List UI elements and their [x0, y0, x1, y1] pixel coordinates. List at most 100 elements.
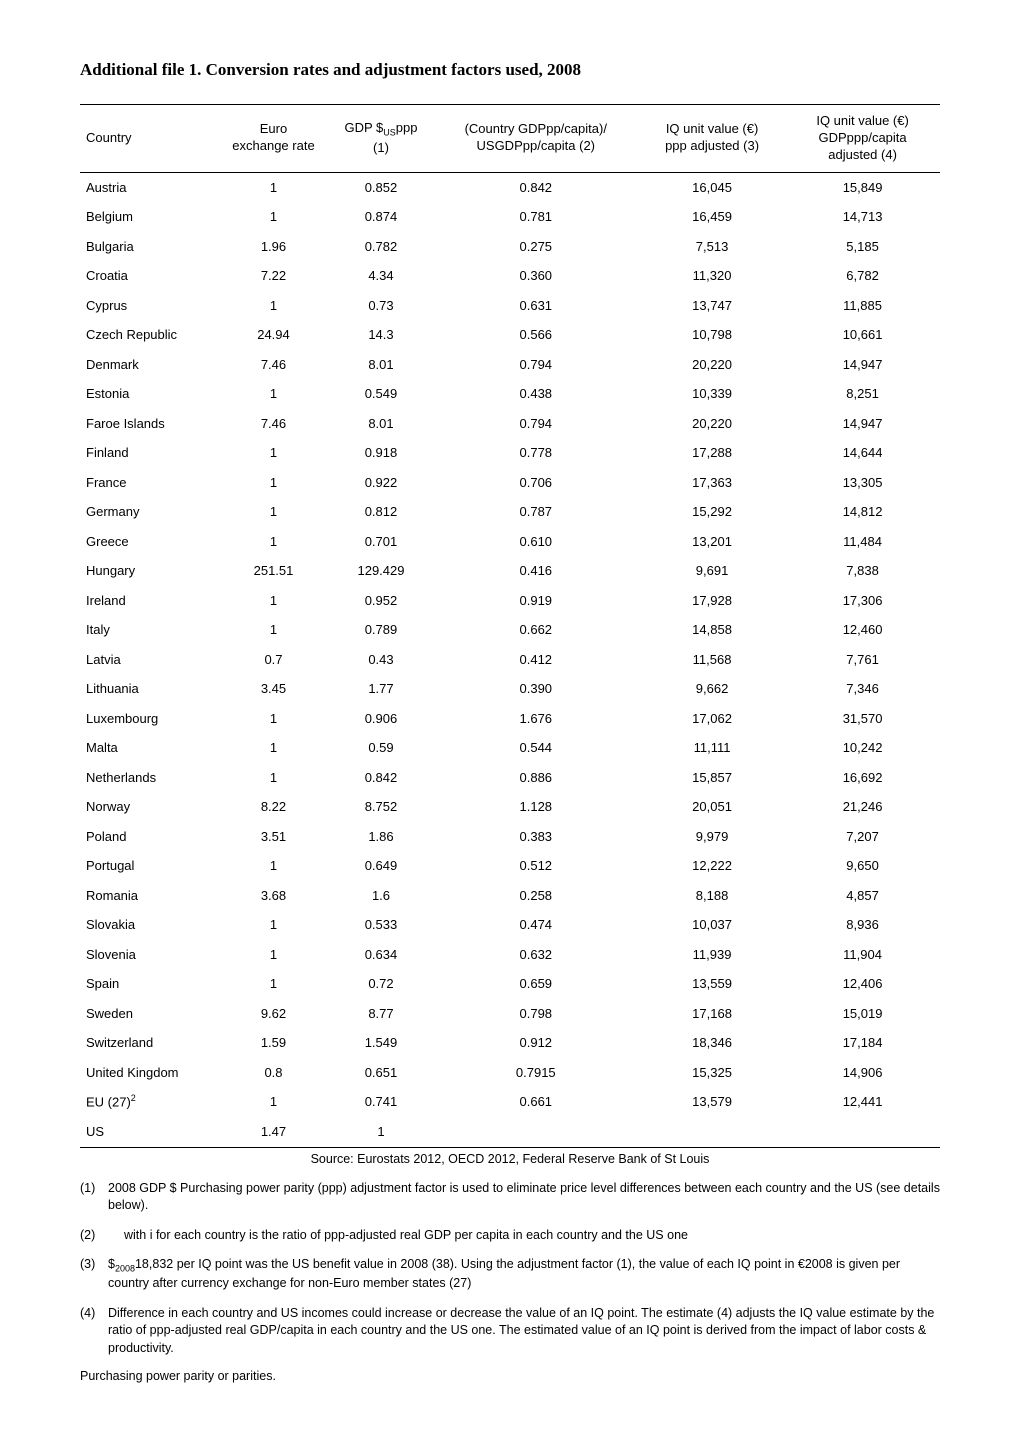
cell-iq: 11,111: [639, 733, 785, 763]
cell-euro: 1: [218, 379, 330, 409]
cell-iqadj: 14,947: [785, 409, 940, 439]
cell-gdp: 0.812: [329, 497, 432, 527]
cell-ratio: 0.610: [433, 527, 639, 557]
cell-iq: 10,798: [639, 320, 785, 350]
cell-country: Estonia: [80, 379, 218, 409]
cell-euro: 1: [218, 763, 330, 793]
table-row: Malta10.590.54411,11110,242: [80, 733, 940, 763]
cell-country: Austria: [80, 172, 218, 202]
cell-gdp: 14.3: [329, 320, 432, 350]
cell-iqadj: 15,849: [785, 172, 940, 202]
table-row: Lithuania3.451.770.3909,6627,346: [80, 674, 940, 704]
cell-iqadj: 14,644: [785, 438, 940, 468]
header-gdp: GDP $USppp(1): [329, 105, 432, 173]
cell-gdp: 0.533: [329, 910, 432, 940]
cell-iqadj: 7,207: [785, 822, 940, 852]
cell-euro: 251.51: [218, 556, 330, 586]
footnote: (4)Difference in each country and US inc…: [80, 1305, 940, 1358]
cell-euro: 1: [218, 851, 330, 881]
cell-iq: 11,320: [639, 261, 785, 291]
cell-country: Ireland: [80, 586, 218, 616]
cell-iqadj: [785, 1117, 940, 1147]
cell-gdp: 0.789: [329, 615, 432, 645]
cell-iq: 11,568: [639, 645, 785, 675]
cell-iq: 15,857: [639, 763, 785, 793]
cell-gdp: 0.741: [329, 1087, 432, 1117]
cell-euro: 1: [218, 910, 330, 940]
table-row: France10.9220.70617,36313,305: [80, 468, 940, 498]
cell-gdp: 8.01: [329, 350, 432, 380]
cell-gdp: 0.952: [329, 586, 432, 616]
cell-euro: 1: [218, 940, 330, 970]
cell-iq: 9,662: [639, 674, 785, 704]
table-row: EU (27)210.7410.66113,57912,441: [80, 1087, 940, 1117]
cell-iq: 9,979: [639, 822, 785, 852]
cell-country: Faroe Islands: [80, 409, 218, 439]
cell-gdp: 0.922: [329, 468, 432, 498]
cell-ratio: 0.778: [433, 438, 639, 468]
cell-euro: 7.46: [218, 350, 330, 380]
cell-gdp: 0.43: [329, 645, 432, 675]
cell-country: Switzerland: [80, 1028, 218, 1058]
table-row: Luxembourg10.9061.67617,06231,570: [80, 704, 940, 734]
table-row: Sweden9.628.770.79817,16815,019: [80, 999, 940, 1029]
cell-euro: 1: [218, 733, 330, 763]
cell-gdp: 0.634: [329, 940, 432, 970]
cell-ratio: 0.794: [433, 409, 639, 439]
cell-iqadj: 8,936: [785, 910, 940, 940]
cell-ratio: 0.512: [433, 851, 639, 881]
table-row: Croatia7.224.340.36011,3206,782: [80, 261, 940, 291]
table-row: Latvia0.70.430.41211,5687,761: [80, 645, 940, 675]
cell-iq: 13,559: [639, 969, 785, 999]
cell-iqadj: 13,305: [785, 468, 940, 498]
cell-iqadj: 12,460: [785, 615, 940, 645]
footnote-text: 2008 GDP $ Purchasing power parity (ppp)…: [108, 1180, 940, 1215]
cell-country: Italy: [80, 615, 218, 645]
cell-gdp: 0.906: [329, 704, 432, 734]
closing-line: Purchasing power parity or parities.: [80, 1369, 940, 1383]
cell-gdp: 0.874: [329, 202, 432, 232]
table-row: Spain10.720.65913,55912,406: [80, 969, 940, 999]
cell-iq: 17,363: [639, 468, 785, 498]
table-row: Slovenia10.6340.63211,93911,904: [80, 940, 940, 970]
cell-gdp: 1.549: [329, 1028, 432, 1058]
footnote-number: (3): [80, 1256, 108, 1293]
cell-iq: 20,051: [639, 792, 785, 822]
cell-iq: [639, 1117, 785, 1147]
table-row: Greece10.7010.61013,20111,484: [80, 527, 940, 557]
table-row: Portugal10.6490.51212,2229,650: [80, 851, 940, 881]
cell-ratio: 0.566: [433, 320, 639, 350]
cell-ratio: 0.383: [433, 822, 639, 852]
cell-gdp: 0.549: [329, 379, 432, 409]
cell-iq: 17,928: [639, 586, 785, 616]
cell-euro: 0.8: [218, 1058, 330, 1088]
cell-euro: 1: [218, 704, 330, 734]
cell-euro: 1: [218, 1087, 330, 1117]
cell-country: Bulgaria: [80, 232, 218, 262]
cell-iq: 17,168: [639, 999, 785, 1029]
cell-iq: 13,201: [639, 527, 785, 557]
table-row: Hungary251.51129.4290.4169,6917,838: [80, 556, 940, 586]
cell-country: EU (27)2: [80, 1087, 218, 1117]
cell-ratio: 0.798: [433, 999, 639, 1029]
table-row: Belgium10.8740.78116,45914,713: [80, 202, 940, 232]
cell-country: Finland: [80, 438, 218, 468]
cell-iq: 20,220: [639, 350, 785, 380]
footnote: (2)with i for each country is the ratio …: [80, 1227, 940, 1245]
cell-country: Norway: [80, 792, 218, 822]
header-iqadj: IQ unit value (€)GDPppp/capitaadjusted (…: [785, 105, 940, 173]
cell-ratio: 0.662: [433, 615, 639, 645]
cell-gdp: 0.72: [329, 969, 432, 999]
header-ratio: (Country GDPpp/capita)/USGDPpp/capita (2…: [433, 105, 639, 173]
cell-euro: 24.94: [218, 320, 330, 350]
cell-iqadj: 16,692: [785, 763, 940, 793]
cell-iq: 10,037: [639, 910, 785, 940]
cell-ratio: 0.631: [433, 291, 639, 321]
cell-iq: 15,325: [639, 1058, 785, 1088]
cell-ratio: 0.412: [433, 645, 639, 675]
table-row: Norway8.228.7521.12820,05121,246: [80, 792, 940, 822]
footnote-number: (1): [80, 1180, 108, 1215]
cell-iq: 13,747: [639, 291, 785, 321]
cell-iq: 11,939: [639, 940, 785, 970]
cell-ratio: 0.7915: [433, 1058, 639, 1088]
